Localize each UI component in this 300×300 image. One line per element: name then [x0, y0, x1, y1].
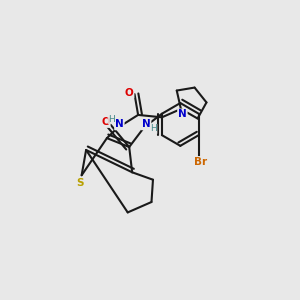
Text: Br: Br — [194, 157, 207, 167]
Text: H: H — [108, 115, 115, 124]
Text: S: S — [76, 178, 84, 188]
Text: O: O — [125, 88, 134, 98]
Text: N: N — [178, 109, 187, 119]
Text: N: N — [115, 119, 124, 129]
Text: O: O — [101, 117, 110, 127]
Text: H: H — [150, 124, 157, 134]
Text: N: N — [142, 119, 151, 129]
